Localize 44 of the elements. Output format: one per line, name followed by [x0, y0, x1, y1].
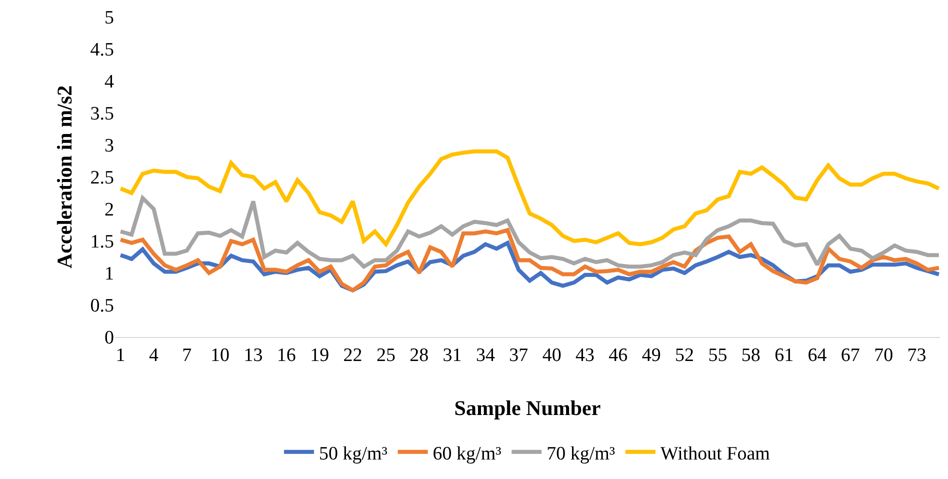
x-tick-label: 67 — [840, 344, 860, 366]
x-tick-label: 64 — [808, 344, 828, 366]
y-tick-label: 4 — [104, 72, 114, 93]
x-tick-label: 70 — [874, 344, 894, 366]
legend-label: 60 kg/m³ — [432, 443, 502, 464]
line-series — [118, 149, 940, 246]
y-tick-label: 3 — [104, 136, 114, 157]
y-tick-label: 5 — [104, 8, 114, 29]
x-tick-label: 61 — [774, 344, 794, 366]
y-tick-label: 3.5 — [90, 104, 114, 125]
y-tick-label: 4.5 — [90, 40, 114, 61]
x-tick-label: 49 — [642, 344, 661, 366]
x-axis-title: Sample Number — [454, 396, 601, 420]
y-tick-label: 1.5 — [90, 232, 114, 253]
x-tick-label: 16 — [276, 344, 296, 366]
y-tick-label: 1 — [104, 264, 114, 285]
line-series — [118, 228, 940, 292]
y-tick-label: 2.5 — [90, 168, 114, 189]
x-tick-label: 13 — [244, 344, 263, 366]
y-tick-label: 2 — [104, 200, 114, 221]
x-tick-label: 28 — [410, 344, 429, 366]
x-tick-label: 52 — [675, 344, 694, 366]
x-tick-label: 46 — [608, 344, 628, 366]
legend-label: 50 kg/m³ — [319, 443, 388, 464]
y-tick-label: 0 — [104, 328, 114, 349]
legend-label: 70 kg/m³ — [546, 443, 616, 464]
y-tick-label: 0.5 — [90, 296, 114, 317]
x-tick-label: 25 — [376, 344, 396, 366]
x-tick-label: 34 — [476, 344, 496, 366]
x-tick-label: 58 — [741, 344, 760, 366]
x-tick-label: 7 — [182, 344, 192, 366]
x-tick-label: 37 — [509, 344, 528, 366]
x-tick-label: 19 — [310, 344, 330, 366]
line-series — [118, 196, 940, 269]
x-tick-label: 4 — [148, 344, 159, 366]
x-tick-label: 73 — [907, 344, 926, 366]
legend-label: Without Foam — [660, 443, 770, 464]
x-tick-label: 22 — [343, 344, 362, 366]
x-tick-label: 43 — [576, 344, 595, 366]
x-tick-label: 40 — [542, 344, 562, 366]
x-tick-label: 31 — [442, 344, 462, 366]
y-axis-title: Acceleration in m/s2 — [52, 85, 76, 269]
x-tick-label: 10 — [210, 344, 230, 366]
x-tick-label: 55 — [708, 344, 728, 366]
